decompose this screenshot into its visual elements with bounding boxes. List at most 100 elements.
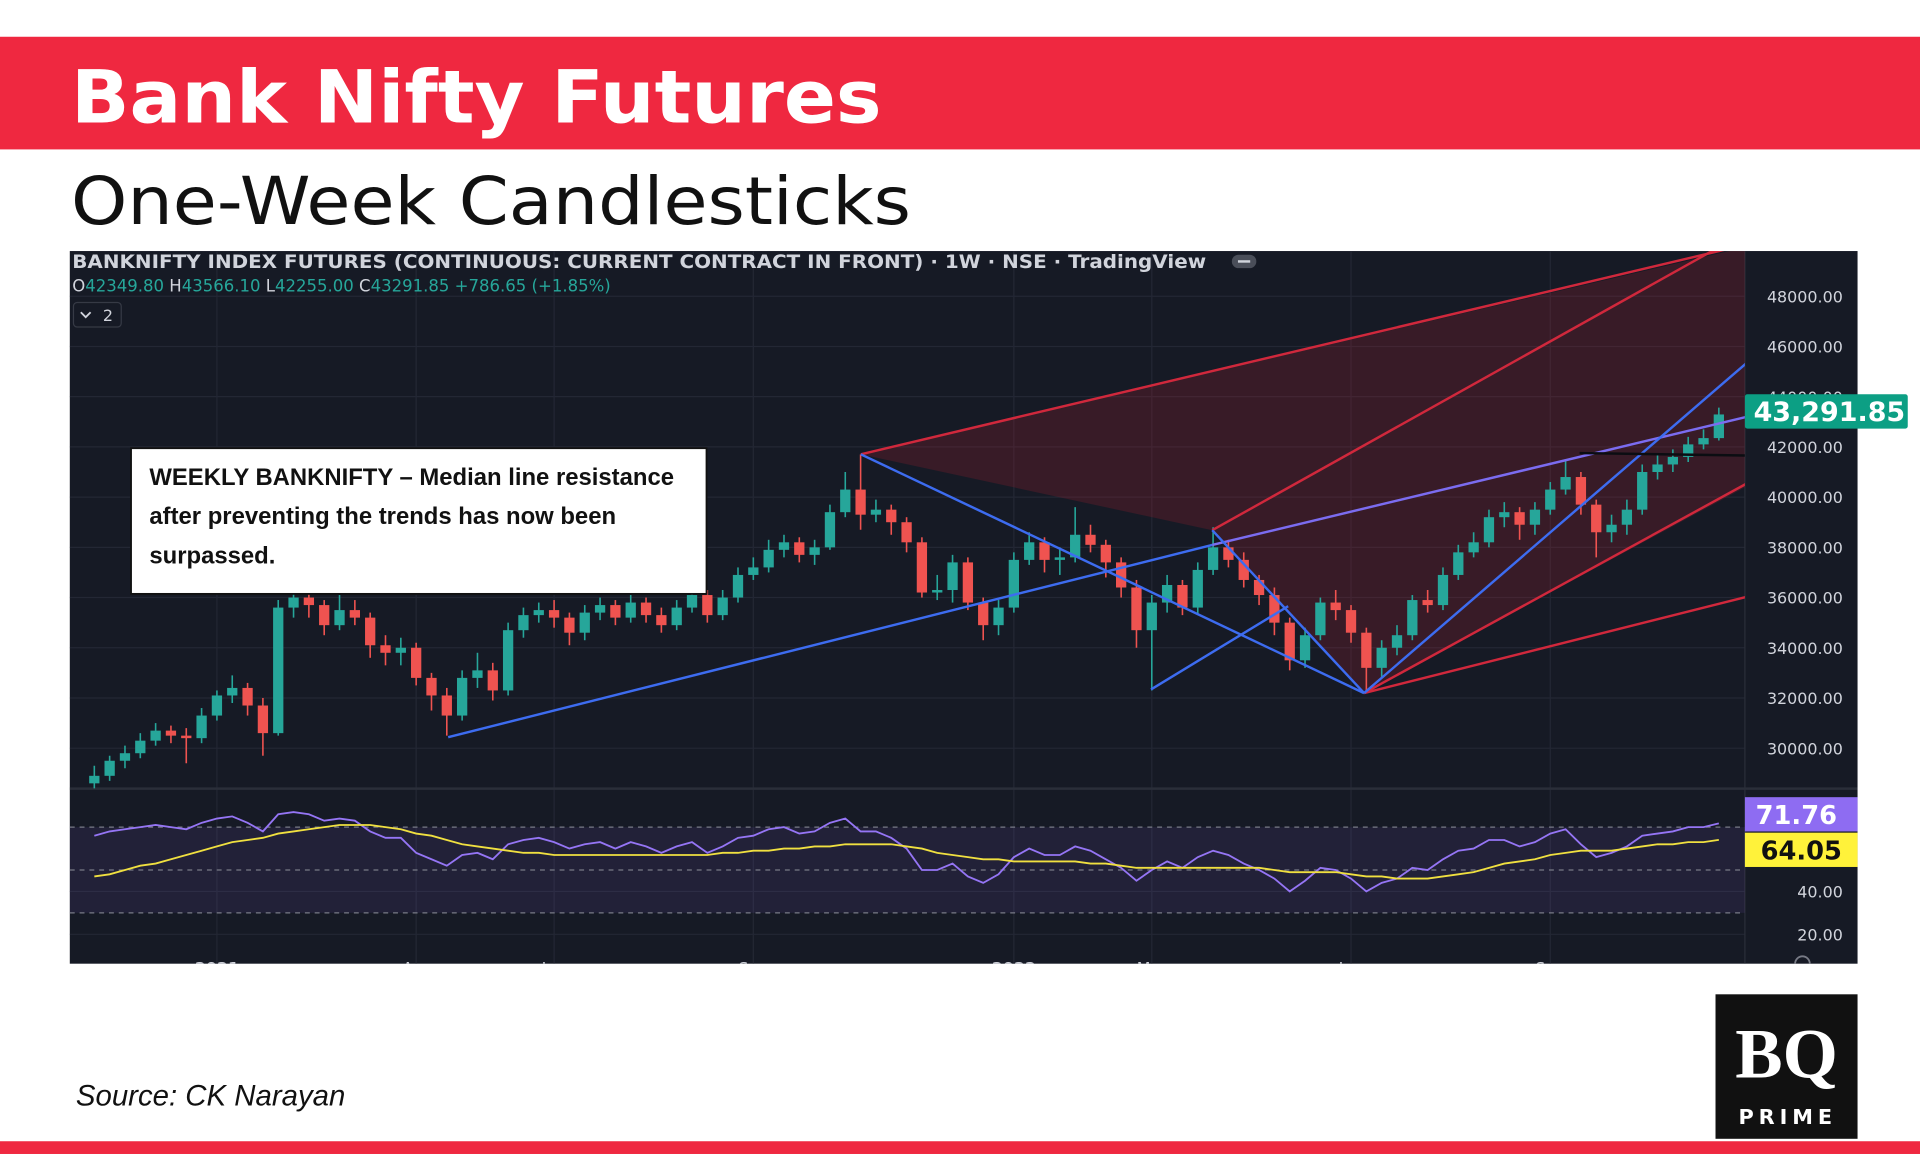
candle-body — [150, 730, 161, 741]
candle-body — [1391, 635, 1403, 648]
candle-body — [395, 647, 406, 653]
x-tick-label: Mar — [1137, 958, 1167, 977]
readout-value: 43291.85 — [371, 276, 450, 295]
candle-body — [1115, 562, 1127, 588]
readout-key: L — [266, 276, 276, 295]
candle-body — [656, 615, 667, 626]
chevron-icon — [80, 311, 92, 319]
candle-body — [1683, 444, 1694, 457]
candle-body — [748, 567, 759, 575]
candle-body — [1468, 542, 1479, 553]
readout-value: 42255.00 — [275, 276, 354, 295]
indicator-count: 2 — [103, 306, 113, 325]
annotation: WEEKLY BANKNIFTY – Median line resistanc… — [149, 464, 674, 569]
candle-body — [257, 705, 269, 734]
y-tick-label: 32000.00 — [1767, 689, 1843, 708]
candle-body — [380, 645, 391, 653]
subtitle: One-Week Candlesticks — [71, 163, 911, 240]
pitchfork-line — [1363, 596, 1745, 695]
logo-mark: BQ — [1735, 1016, 1838, 1094]
rsi-value-label: 71.76 — [1756, 801, 1837, 831]
candle-body — [671, 607, 682, 626]
candle-body — [487, 670, 498, 691]
y-tick-label: 42000.00 — [1767, 438, 1843, 457]
annotation-line: surpassed. — [149, 542, 275, 569]
candle-body — [564, 617, 575, 633]
candle-body — [962, 562, 974, 603]
rsi-levels — [69, 826, 1745, 914]
candle-body — [855, 489, 866, 515]
candle-body — [870, 509, 882, 515]
candle-body — [1637, 471, 1648, 510]
candle-body — [794, 542, 805, 555]
candle-body — [1223, 547, 1234, 560]
candle-body — [978, 602, 989, 626]
candle-body — [288, 597, 299, 608]
candle-body — [1621, 509, 1633, 525]
y-tick-label: 30000.00 — [1767, 739, 1843, 758]
ohlc-readout: O42349.80 H43566.10 L42255.00 C43291.85 … — [72, 276, 611, 295]
x-axis: 2021 Apr Jun Sep 2022 Mar Jun Sep — [195, 958, 1565, 977]
y-tick-label: 48000.00 — [1767, 287, 1843, 306]
x-tick-label: 2022 — [992, 958, 1036, 977]
candle-body — [1085, 534, 1096, 545]
candle-body — [1146, 602, 1157, 631]
readout-change: +786.65 (+1.85%) — [455, 276, 611, 295]
candle-body — [1238, 559, 1249, 580]
trend-line — [860, 453, 1365, 695]
rsi-line — [94, 824, 1719, 880]
candle-body — [1713, 414, 1724, 439]
candle-body — [1437, 574, 1449, 606]
x-tick-label: Apr — [402, 958, 430, 977]
readout-key: C — [359, 276, 371, 295]
candle-body — [1039, 542, 1050, 560]
candle-body — [809, 547, 820, 555]
candle-body — [1070, 534, 1081, 558]
rsi-line — [94, 811, 1720, 893]
candle-body — [1315, 602, 1326, 636]
pitchfork-line — [1363, 483, 1745, 695]
indicator-toggle[interactable] — [72, 301, 122, 328]
candle-body — [273, 607, 284, 734]
candle-body — [1591, 504, 1602, 533]
candle-body — [1422, 600, 1433, 606]
candle-body — [932, 590, 943, 593]
title: Bank Nifty Futures — [71, 55, 882, 140]
candle-body — [1376, 647, 1387, 668]
candle-body — [426, 677, 437, 696]
candle-body — [472, 670, 483, 678]
candle-body — [1483, 517, 1495, 543]
source: Source: CK Narayan — [76, 1080, 345, 1113]
candle-body — [702, 595, 713, 616]
drawings — [447, 251, 1745, 739]
x-tick-label: Sep — [738, 958, 768, 977]
settings-icon[interactable] — [1794, 955, 1811, 971]
candle-body — [1008, 559, 1020, 608]
candle-body — [579, 612, 590, 633]
y-tick-label: 36000.00 — [1767, 589, 1843, 608]
candle-body — [1299, 635, 1311, 661]
candle-body — [135, 740, 146, 754]
candle-body — [993, 607, 1004, 626]
candle-body — [901, 522, 912, 543]
candle-body — [1407, 600, 1418, 636]
y-tick-label: 20.00 — [1797, 925, 1843, 944]
last-price-box — [1744, 394, 1908, 429]
annotation-box — [130, 447, 708, 595]
x-tick-label: Sep — [1535, 958, 1565, 977]
candle-body — [242, 687, 253, 706]
readout-key: H — [169, 276, 181, 295]
candle-body — [947, 562, 958, 591]
readout-key: O — [72, 276, 85, 295]
candle-body — [227, 687, 238, 696]
candle-body — [411, 647, 422, 678]
logo-text: PRIME — [1739, 1105, 1837, 1129]
candle-body — [1453, 552, 1464, 575]
candle-body — [840, 489, 851, 513]
candle-body — [1131, 587, 1142, 631]
candle-body — [319, 605, 330, 626]
candle-body — [686, 595, 698, 608]
pitchfork-shade — [860, 251, 1745, 694]
candle-body — [104, 760, 115, 776]
